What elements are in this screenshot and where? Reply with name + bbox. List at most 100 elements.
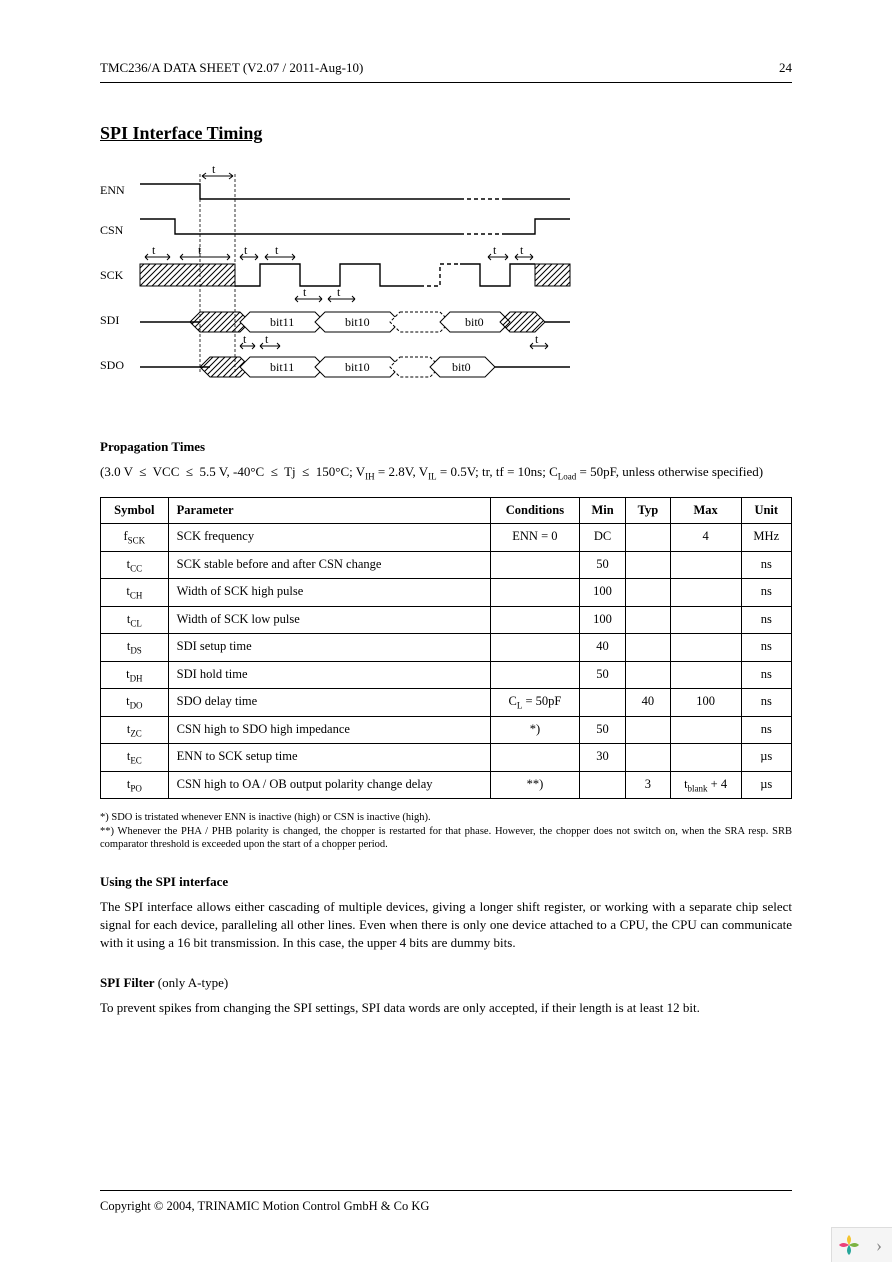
table-cell [490, 661, 579, 689]
table-cell: SCK stable before and after CSN change [168, 551, 490, 579]
table-cell: MHz [741, 524, 791, 552]
svg-text:t: t [243, 332, 247, 346]
logo-icon[interactable] [832, 1228, 866, 1262]
table-cell: SDO delay time [168, 689, 490, 717]
table-cell: ENN = 0 [490, 524, 579, 552]
table-cell: ns [741, 606, 791, 634]
svg-text:t: t [303, 285, 307, 299]
sdi-bit10: bit10 [345, 315, 370, 329]
table-cell: tCC [101, 551, 169, 579]
spi-filter-heading: SPI Filter (only A-type) [100, 975, 792, 991]
svg-text:t: t [152, 243, 156, 257]
prop-times-heading: Propagation Times [100, 439, 792, 455]
table-cell: Width of SCK low pulse [168, 606, 490, 634]
table-cell: ns [741, 716, 791, 744]
table-cell: **) [490, 771, 579, 799]
table-cell: CSN high to SDO high impedance [168, 716, 490, 744]
spi-using-heading: Using the SPI interface [100, 874, 792, 890]
table-cell [670, 606, 741, 634]
signal-label-sdi: SDI [100, 313, 119, 327]
table-cell [490, 606, 579, 634]
footer-copyright: Copyright © 2004, TRINAMIC Motion Contro… [100, 1199, 792, 1214]
nav-widget: › [831, 1227, 892, 1262]
table-cell: CL = 50pF [490, 689, 579, 717]
signal-label-sck: SCK [100, 268, 124, 282]
table-row: tCHWidth of SCK high pulse 100 ns [101, 579, 792, 607]
header-left: TMC236/A DATA SHEET (V2.07 / 2011-Aug-10… [100, 60, 363, 76]
signal-label-sdo: SDO [100, 358, 124, 372]
page-footer: Copyright © 2004, TRINAMIC Motion Contro… [100, 1182, 792, 1214]
section-title: SPI Interface Timing [100, 123, 792, 144]
table-cell [579, 771, 625, 799]
page: TMC236/A DATA SHEET (V2.07 / 2011-Aug-10… [0, 0, 892, 1262]
th-conditions: Conditions [490, 498, 579, 524]
table-cell [670, 661, 741, 689]
th-max: Max [670, 498, 741, 524]
spi-filter-note: (only A-type) [155, 975, 229, 990]
th-min: Min [579, 498, 625, 524]
table-cell [670, 744, 741, 772]
table-cell: 100 [579, 579, 625, 607]
table-cell: 4 [670, 524, 741, 552]
svg-text:t: t [535, 332, 539, 346]
table-cell [670, 634, 741, 662]
table-row: tCLWidth of SCK low pulse100ns [101, 606, 792, 634]
sdo-bit10: bit10 [345, 360, 370, 374]
table-cell [626, 634, 670, 662]
table-cell [670, 716, 741, 744]
svg-text:t: t [337, 285, 341, 299]
table-cell: tZC [101, 716, 169, 744]
svg-text:t: t [275, 243, 279, 257]
table-cell: µs [741, 771, 791, 799]
svg-text:t: t [520, 243, 524, 257]
table-cell: ns [741, 634, 791, 662]
th-typ: Typ [626, 498, 670, 524]
header-rule [100, 82, 792, 83]
table-cell: ns [741, 661, 791, 689]
table-cell: ENN to SCK setup time [168, 744, 490, 772]
table-cell: ns [741, 689, 791, 717]
svg-text:t: t [265, 332, 269, 346]
table-cell: *) [490, 716, 579, 744]
footer-rule [100, 1190, 792, 1191]
th-symbol: Symbol [101, 498, 169, 524]
table-cell: ns [741, 551, 791, 579]
table-cell [670, 579, 741, 607]
table-cell: 40 [626, 689, 670, 717]
table-cell: DC [579, 524, 625, 552]
th-unit: Unit [741, 498, 791, 524]
svg-text:t: t [493, 243, 497, 257]
table-cell: 50 [579, 716, 625, 744]
table-cell: tEC [101, 744, 169, 772]
svg-text:t: t [244, 243, 248, 257]
table-cell: 50 [579, 551, 625, 579]
table-cell: 3 [626, 771, 670, 799]
footnote-2: **) Whenever the PHA / PHB polarity is c… [100, 825, 792, 852]
table-cell: fSCK [101, 524, 169, 552]
table-cell: SDI setup time [168, 634, 490, 662]
table-row: tDOSDO delay timeCL = 50pF40100ns [101, 689, 792, 717]
table-row: tECENN to SCK setup time 30 µs [101, 744, 792, 772]
table-cell [490, 551, 579, 579]
spi-filter-heading-text: SPI Filter [100, 975, 155, 990]
footnote-1: *) SDO is tristated whenever ENN is inac… [100, 811, 792, 825]
table-cell [626, 524, 670, 552]
footnotes: *) SDO is tristated whenever ENN is inac… [100, 811, 792, 852]
table-cell: SDI hold time [168, 661, 490, 689]
table-cell: 30 [579, 744, 625, 772]
spi-using-body: The SPI interface allows either cascadin… [100, 898, 792, 953]
table-cell [626, 551, 670, 579]
svg-text:t: t [198, 243, 202, 257]
table-cell: Width of SCK high pulse [168, 579, 490, 607]
sdi-bit11: bit11 [270, 315, 294, 329]
next-arrow-icon[interactable]: › [866, 1228, 892, 1262]
table-row: tZCCSN high to SDO high impedance*)50 ns [101, 716, 792, 744]
table-cell: tDS [101, 634, 169, 662]
table-cell: tCH [101, 579, 169, 607]
table-cell: ns [741, 579, 791, 607]
table-cell: 50 [579, 661, 625, 689]
table-cell [626, 579, 670, 607]
table-cell: tDH [101, 661, 169, 689]
table-cell [626, 716, 670, 744]
table-cell: µs [741, 744, 791, 772]
